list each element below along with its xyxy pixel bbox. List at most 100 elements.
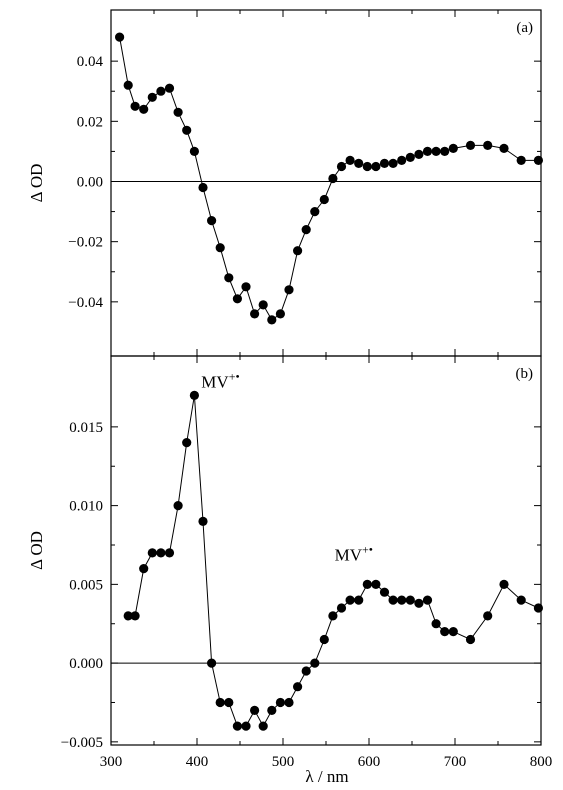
data-point xyxy=(182,438,192,448)
data-point xyxy=(448,143,458,153)
data-point xyxy=(362,579,372,590)
data-point xyxy=(232,721,242,731)
data-point xyxy=(388,595,398,605)
data-point xyxy=(198,516,208,527)
data-point xyxy=(499,579,509,590)
data-point xyxy=(371,161,381,172)
x-tick-label: 800 xyxy=(530,754,553,770)
data-point xyxy=(293,246,303,256)
data-point xyxy=(275,309,285,319)
data-point xyxy=(483,140,493,150)
data-point xyxy=(301,666,311,676)
data-point xyxy=(267,315,277,325)
annotation-label: MV+• xyxy=(335,543,373,565)
data-point xyxy=(336,161,347,172)
data-point xyxy=(258,721,268,731)
data-point xyxy=(164,83,175,93)
data-point xyxy=(130,611,140,621)
data-point xyxy=(115,32,125,42)
data-point xyxy=(258,300,268,310)
x-tick-label: 600 xyxy=(358,754,381,770)
data-point xyxy=(207,216,217,226)
data-point xyxy=(319,194,329,205)
data-point xyxy=(301,225,311,235)
x-tick-label: 700 xyxy=(444,754,467,770)
data-point xyxy=(164,548,175,558)
data-point xyxy=(354,595,364,605)
data-point xyxy=(123,611,133,621)
data-point xyxy=(362,161,372,172)
data-point xyxy=(224,697,234,708)
panel-label: (b) xyxy=(516,366,534,382)
data-point xyxy=(405,595,415,605)
data-point xyxy=(139,564,149,574)
panel-b: 300 400 500 600 700 800 −0.005 0.000 0.005 0.010 0… xyxy=(27,355,553,770)
data-point xyxy=(215,243,225,253)
data-point xyxy=(284,285,294,295)
data-point xyxy=(440,146,450,156)
data-point xyxy=(267,705,277,716)
y-tick-label: 0.00 xyxy=(77,174,103,190)
data-point xyxy=(345,155,355,165)
data-point xyxy=(328,611,338,621)
annotation-label: MV+• xyxy=(201,369,239,391)
y-tick-label: 0.015 xyxy=(69,420,103,436)
data-point xyxy=(388,158,398,168)
panel-a: −0.04 −0.02 0.00 0.02 0.04 Δ OD (a) xyxy=(27,9,544,357)
y-tick-label: 0.010 xyxy=(69,499,103,515)
data-point xyxy=(241,282,251,292)
y-axis-label: Δ OD xyxy=(27,531,46,570)
data-point xyxy=(345,595,355,605)
data-point xyxy=(182,125,192,135)
data-point xyxy=(397,155,407,165)
data-point xyxy=(293,682,303,692)
data-point xyxy=(250,705,260,716)
data-point xyxy=(250,309,260,319)
plot-frame xyxy=(110,9,542,357)
data-point xyxy=(422,595,433,605)
data-point xyxy=(354,158,364,168)
data-point xyxy=(215,697,225,708)
y-tick-label: −0.02 xyxy=(68,235,103,251)
data-point xyxy=(173,501,183,511)
data-point xyxy=(431,619,441,629)
y-tick-label: 0.04 xyxy=(77,54,104,70)
y-tick-label: 0.000 xyxy=(69,656,103,672)
data-point xyxy=(448,627,458,637)
data-point xyxy=(371,579,381,590)
x-axis-title: λ / nm xyxy=(305,767,348,786)
data-point xyxy=(130,101,140,111)
data-point xyxy=(173,107,183,117)
data-point xyxy=(232,294,242,304)
data-point xyxy=(123,80,133,90)
x-tick-label: 400 xyxy=(186,754,209,770)
data-point xyxy=(156,548,166,558)
data-point xyxy=(379,158,390,168)
data-point xyxy=(310,207,320,217)
data-point xyxy=(465,140,476,150)
data-point xyxy=(499,143,509,153)
data-point xyxy=(440,627,450,637)
data-point xyxy=(328,173,338,184)
data-point xyxy=(405,152,415,162)
data-point xyxy=(139,104,149,114)
data-point xyxy=(189,390,199,400)
data-point xyxy=(336,603,347,613)
panel-label: (a) xyxy=(516,20,533,36)
y-tick-label: −0.04 xyxy=(68,295,103,311)
y-axis-label: Δ OD xyxy=(27,164,46,203)
data-point xyxy=(207,658,217,668)
x-tick-label: 300 xyxy=(100,754,123,770)
data-point xyxy=(483,611,493,621)
data-point xyxy=(414,598,424,608)
data-point xyxy=(224,273,234,283)
data-point xyxy=(516,595,526,605)
data-point xyxy=(516,155,526,165)
data-point xyxy=(198,182,208,193)
y-tick-label: −0.005 xyxy=(61,735,103,751)
data-point xyxy=(147,92,157,102)
data-point xyxy=(414,149,424,159)
data-point xyxy=(533,603,544,613)
y-tick-label: 0.005 xyxy=(69,577,103,593)
